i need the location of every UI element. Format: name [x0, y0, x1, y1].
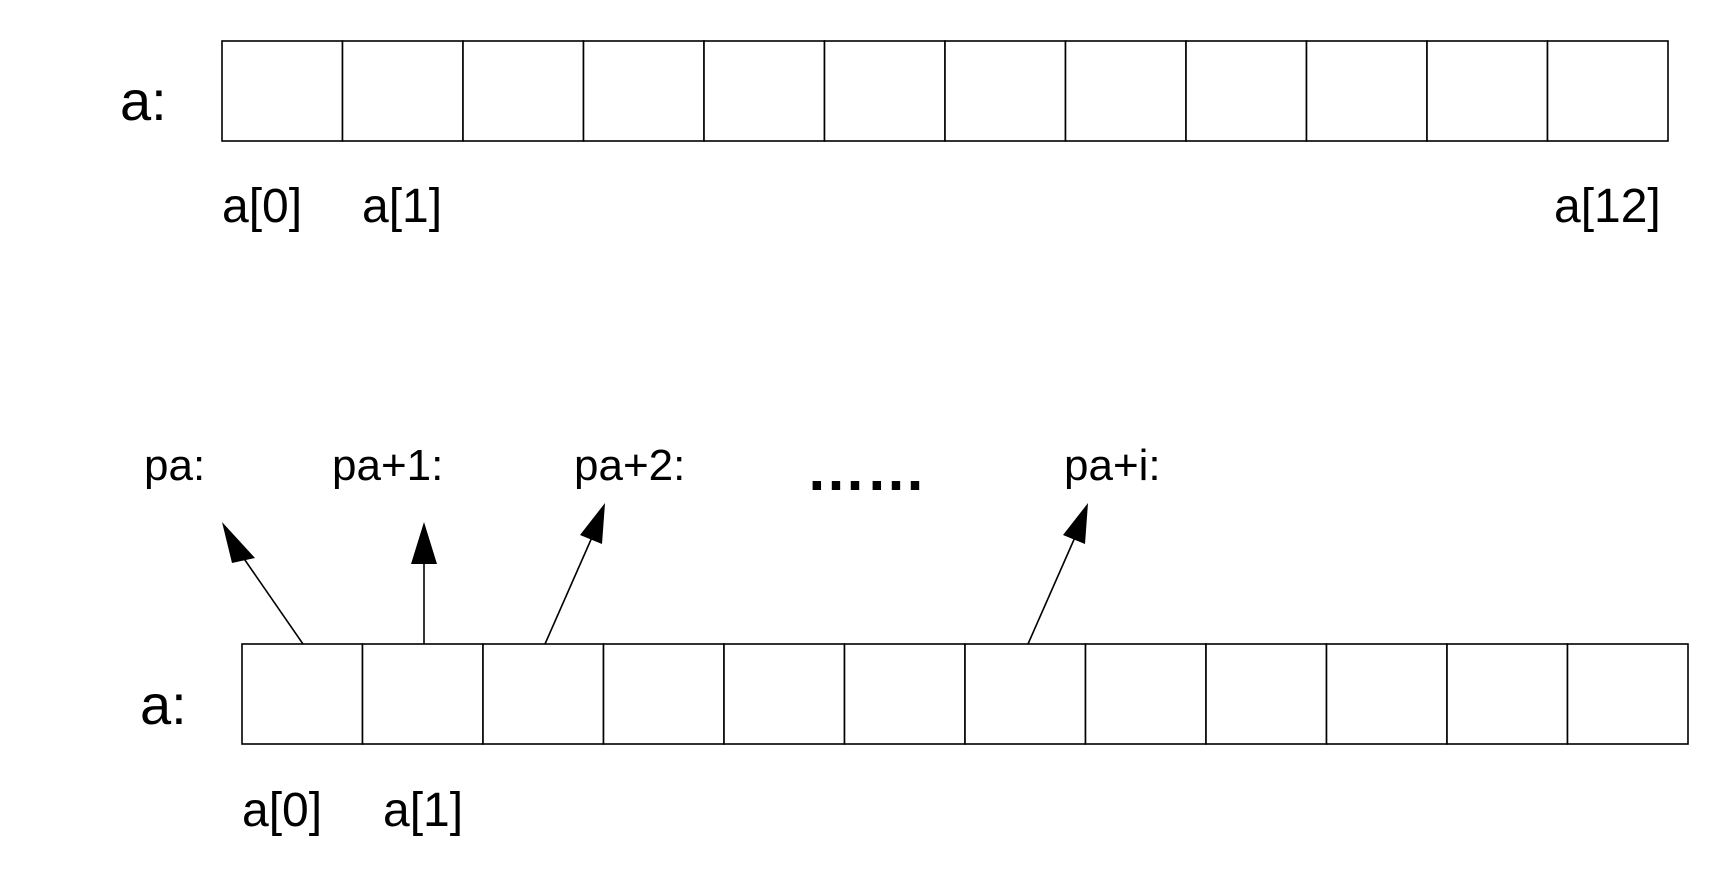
- top-array-cell-8: [1185, 40, 1308, 142]
- bottom-index-label-1: a[1]: [383, 784, 463, 837]
- top-array-cell-4: [703, 40, 826, 142]
- top-array-cell-11: [1546, 40, 1669, 142]
- arrow-pa-plus-i: [1027, 503, 1088, 645]
- pointer-label-pa-plus-2: pa+2:: [574, 441, 685, 490]
- bottom-array-cell-7: [1084, 643, 1207, 745]
- bottom-array-cell-8: [1205, 643, 1328, 745]
- top-array-cell-9: [1305, 40, 1428, 142]
- top-array-cell-5: [823, 40, 946, 142]
- top-index-label-1: a[1]: [362, 180, 442, 233]
- top-array-cell-3: [582, 40, 705, 142]
- bottom-index-label-0: a[0]: [242, 784, 322, 837]
- pointer-label-pa-plus-i: pa+i:: [1064, 441, 1161, 490]
- pointer-label-pa-plus-1: pa+1:: [332, 441, 443, 490]
- bottom-array-cell-6: [964, 643, 1087, 745]
- top-array-label: a:: [120, 69, 167, 132]
- bottom-array-cell-9: [1325, 643, 1448, 745]
- pointer-labels: pa: pa+1: pa+2: …… pa+i:: [144, 436, 1161, 503]
- pointer-label-pa: pa:: [144, 441, 205, 490]
- bottom-array: a: a[0] a[1]: [140, 643, 1689, 837]
- top-array-cell-1: [341, 40, 464, 142]
- arrow-pa-plus-2: [544, 503, 605, 645]
- bottom-array-cell-5: [843, 643, 966, 745]
- top-array-cell-7: [1064, 40, 1187, 142]
- top-array-cell-6: [944, 40, 1067, 142]
- arrow-pa-plus-1: [411, 522, 437, 644]
- bottom-array-cell-4: [723, 643, 846, 745]
- top-array-cells: [221, 40, 1669, 142]
- bottom-array-cells: [241, 643, 1689, 745]
- bottom-array-cell-2: [482, 643, 605, 745]
- top-index-label-0: a[0]: [222, 180, 302, 233]
- top-array-cell-10: [1426, 40, 1549, 142]
- bottom-array-cell-1: [361, 643, 484, 745]
- bottom-array-cell-10: [1446, 643, 1569, 745]
- top-index-label-12: a[12]: [1554, 180, 1661, 233]
- top-array: a: a[0] a[1] a[12]: [120, 40, 1669, 233]
- arrow-pa: [222, 522, 304, 645]
- ellipsis: ……: [806, 436, 926, 503]
- bottom-array-cell-3: [602, 643, 725, 745]
- bottom-array-label: a:: [140, 673, 187, 736]
- top-array-cell-2: [462, 40, 585, 142]
- top-array-cell-0: [221, 40, 344, 142]
- bottom-array-cell-11: [1566, 643, 1689, 745]
- pointer-arrows: [222, 503, 1088, 645]
- bottom-array-cell-0: [241, 643, 364, 745]
